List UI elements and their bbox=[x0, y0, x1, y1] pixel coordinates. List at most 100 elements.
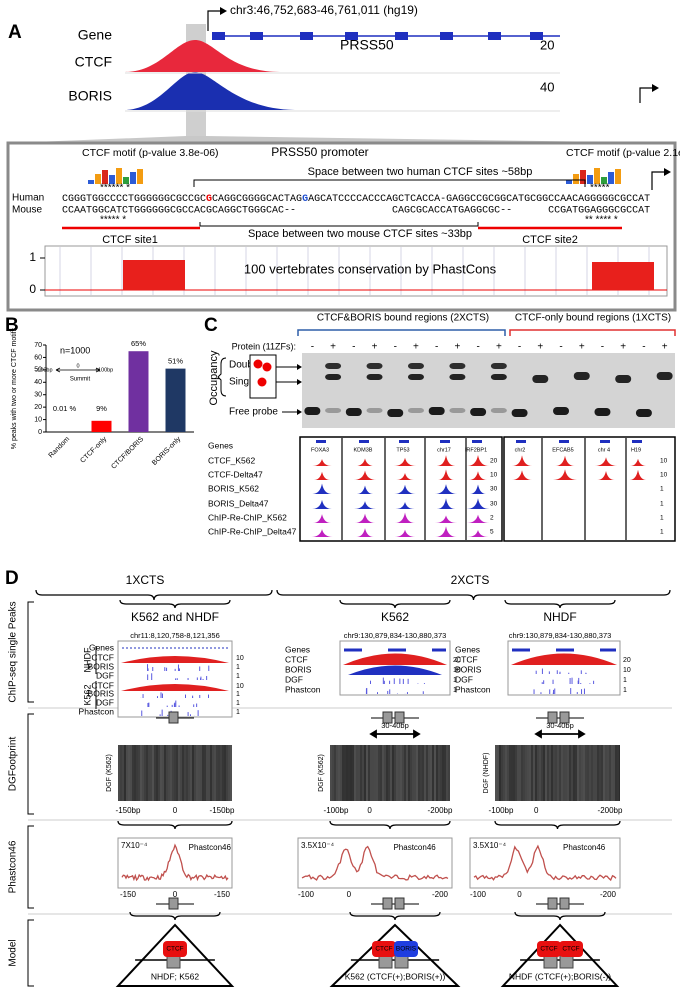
phastcon-title: Phastcon46 bbox=[189, 843, 232, 852]
column-title: NHDF bbox=[543, 610, 576, 624]
gel-band bbox=[387, 409, 404, 417]
peak bbox=[311, 529, 333, 537]
phastcon-curve bbox=[301, 845, 449, 881]
value-label: 51% bbox=[168, 357, 183, 366]
peak bbox=[396, 472, 414, 480]
x-tick-label: CTCF-only bbox=[79, 435, 108, 464]
gel-band bbox=[615, 375, 632, 383]
value-label: 0.01 % bbox=[53, 404, 77, 413]
motif-logo bbox=[137, 169, 143, 184]
phastcon-curve bbox=[473, 844, 617, 882]
exon bbox=[212, 32, 225, 40]
motif-logo bbox=[130, 172, 136, 184]
track-scale: 1 bbox=[660, 529, 664, 536]
row-label: ChIP-seq single Peaks bbox=[8, 601, 19, 702]
spacing-bracket bbox=[199, 222, 479, 227]
protein-sign: - bbox=[435, 342, 438, 353]
state-label: Free probe bbox=[229, 407, 278, 418]
annotation: 0 bbox=[76, 363, 79, 369]
protein-label: CTCF bbox=[166, 946, 183, 953]
occupancy-bracket bbox=[217, 357, 227, 397]
protein-sign: + bbox=[372, 342, 378, 353]
gel-band bbox=[553, 407, 570, 415]
gene-bar bbox=[399, 440, 409, 443]
tss-arrow bbox=[639, 87, 652, 103]
peak bbox=[466, 455, 490, 466]
peak bbox=[511, 455, 533, 466]
sequence-part: AGCATCCCCACCCAGCTCACCA-GAGGCCGCGGCATGCGG… bbox=[308, 194, 650, 205]
y-tick-label: 0 bbox=[29, 282, 36, 296]
summit-arrow bbox=[55, 367, 101, 373]
bar bbox=[128, 351, 149, 432]
y-tick-label: 60 bbox=[34, 354, 42, 361]
region-label: chr11:8,120,758-8,121,356 bbox=[130, 631, 220, 640]
region-label: TP53 bbox=[396, 447, 409, 453]
track-label: CTCF_K562 bbox=[208, 455, 256, 465]
track-scale: 10 bbox=[236, 683, 244, 690]
conservation-stars: ***** bbox=[590, 183, 610, 194]
protein-sign: + bbox=[579, 342, 585, 353]
gel-band bbox=[407, 408, 424, 413]
gel-band bbox=[325, 363, 342, 369]
track-scale: 10 bbox=[660, 458, 668, 465]
axis-label: -200bp bbox=[598, 806, 623, 815]
brace bbox=[339, 599, 451, 609]
group-bracket bbox=[297, 329, 506, 336]
gel-band bbox=[594, 408, 611, 416]
axis-label: 0 bbox=[517, 890, 522, 899]
axis-label: 0 bbox=[534, 806, 539, 815]
exon bbox=[488, 32, 501, 40]
axis-label: -100bp bbox=[324, 806, 349, 815]
gel-band bbox=[366, 363, 383, 369]
cell-group-label: NHDF bbox=[82, 647, 92, 672]
sequence-part: CGGGTGGCCCCTGGGGGGCGCCGC bbox=[62, 194, 206, 205]
motif-logo bbox=[116, 168, 122, 184]
protein-sign: + bbox=[330, 342, 336, 353]
track-scale: 1 bbox=[236, 673, 240, 680]
arrow-head bbox=[664, 168, 671, 176]
track-label: CTCF bbox=[75, 54, 112, 70]
conservation-stars: ** **** * bbox=[585, 215, 618, 226]
region-label: KDM3B bbox=[354, 447, 373, 453]
peak bbox=[468, 471, 488, 480]
peak bbox=[353, 470, 377, 480]
peak bbox=[629, 458, 647, 466]
track-label: DGF bbox=[285, 674, 303, 684]
track-label: CTCF bbox=[91, 680, 114, 690]
motif-logo bbox=[601, 177, 607, 184]
region-label: chr9:130,879,834-130,880,373 bbox=[344, 631, 447, 640]
gel-band bbox=[532, 375, 549, 383]
dgf-label: DGF (NHDF) bbox=[483, 753, 490, 794]
track-scale: 1 bbox=[236, 664, 240, 671]
track-label: BORIS bbox=[88, 661, 115, 671]
x-tick-label: CTCF/BORIS bbox=[110, 436, 145, 471]
spacing-label: Space between two mouse CTCF sites ~33bp bbox=[248, 228, 472, 240]
track-label: ChIP-Re-ChIP_K562 bbox=[208, 512, 287, 522]
spacing-bracket bbox=[193, 179, 586, 187]
protein bbox=[372, 941, 396, 957]
protein bbox=[163, 941, 187, 957]
gel-band bbox=[449, 408, 466, 413]
peak bbox=[394, 484, 416, 494]
model-label: K562 (CTCF(+);BORIS(+)) bbox=[345, 971, 446, 981]
bar bbox=[165, 368, 186, 432]
peak bbox=[312, 499, 332, 509]
y-tick-label: 30 bbox=[34, 392, 42, 399]
spacing-arrow bbox=[534, 729, 586, 739]
sequence-part: G bbox=[302, 194, 308, 205]
protein-sign: + bbox=[413, 342, 419, 353]
protein-sign: - bbox=[476, 342, 479, 353]
spacing-label: 30-40bp bbox=[381, 721, 409, 730]
track-scale: 1 bbox=[236, 709, 240, 716]
motif-logo bbox=[580, 170, 586, 184]
cell-group-label: K562 bbox=[82, 684, 92, 705]
ctcf-site bbox=[547, 711, 558, 724]
brace bbox=[129, 911, 221, 921]
occupancy-label: Occupancy bbox=[208, 350, 220, 406]
row-label: Model bbox=[8, 939, 19, 966]
track-label: BORIS bbox=[68, 88, 112, 104]
track-scale: 1 bbox=[660, 501, 664, 508]
protein-sign: - bbox=[352, 342, 355, 353]
group-label: 1XCTS bbox=[126, 573, 165, 587]
axis-label: -200 bbox=[600, 890, 617, 899]
